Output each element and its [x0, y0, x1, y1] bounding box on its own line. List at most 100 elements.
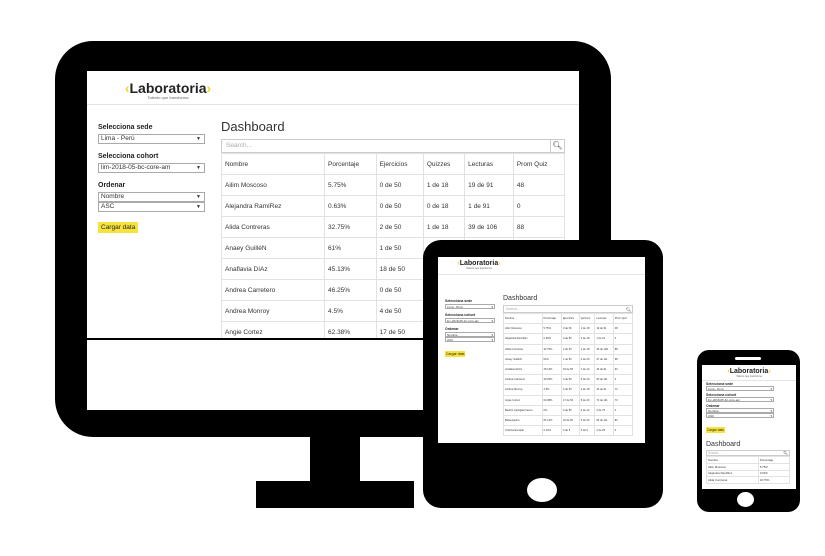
load-data-button[interactable]: Cargar data	[445, 351, 466, 357]
column-header[interactable]: Quizzes	[422, 153, 466, 175]
table-row[interactable]: Ailim Moscoso 5.75% 0 de 50 1 de 18 19 de 91…	[503, 323, 634, 335]
column-header[interactable]: Ejercicios	[375, 153, 424, 175]
table-cell: 0	[512, 195, 566, 217]
search-input[interactable]: Search... 🔍︎	[706, 450, 790, 456]
column-header[interactable]: Lecturas	[464, 153, 514, 175]
chevron-down-icon: ▼	[196, 194, 201, 200]
table-row[interactable]: Ailim Moscoso 5.75%	[706, 462, 791, 471]
table-cell: 1 de 91	[464, 195, 514, 217]
table-row[interactable]: Alida Contreras 32.75%	[706, 476, 791, 485]
table-cell: 45.13%	[541, 363, 562, 376]
search-input[interactable]: Search... 🔍︎	[221, 139, 565, 153]
column-header[interactable]: Porcentaje	[757, 456, 791, 464]
sede-value: Lima - Perú	[101, 135, 135, 142]
cohort-select[interactable]: lim-2018-05-bc-core-am ▾	[445, 318, 495, 323]
table-row[interactable]: Alejandra RamíRez 0.63% 0 de 50 0 de 18 1 de…	[220, 195, 566, 217]
column-header[interactable]: Prom Quiz	[612, 312, 634, 325]
chevron-down-icon: ▾	[491, 333, 493, 337]
column-header[interactable]: Porcentaje	[541, 312, 562, 325]
table-row[interactable]: Alida Contreras 32.75% 2 de 50 1 de 18 39 de…	[220, 216, 566, 238]
table-row[interactable]: Alida Contreras 32.75% 2 de 50 1 de 18 39 de…	[503, 343, 634, 355]
chevron-down-icon: ▾	[491, 305, 493, 309]
table-cell: 18 de 50	[375, 258, 424, 280]
table-row[interactable]: Alejandra RamíRez 0.63%	[706, 469, 791, 478]
load-data-button[interactable]: Cargar data	[706, 427, 725, 433]
load-data-button[interactable]: Cargar data	[98, 222, 139, 233]
search-input[interactable]: Search... 🔍︎	[503, 305, 633, 313]
table-cell: 0 de 50	[375, 174, 424, 196]
sede-select[interactable]: Lima - Perú ▾	[445, 304, 495, 309]
sede-select[interactable]: Lima - Perú ▾	[706, 386, 774, 391]
table-cell: 73	[612, 394, 634, 406]
sidebar: Selecciona sede Lima - Perú ▼ Selecciona …	[98, 124, 205, 234]
order-by-select[interactable]: Nombre ▼	[98, 192, 205, 202]
table-cell: 5.75%	[757, 462, 791, 471]
table-cell: 0 de 50	[560, 374, 580, 386]
table-row[interactable]: Alejandra RamíRez 0.63% 0 de 50 0 de 18 1 de…	[503, 333, 634, 345]
column-header[interactable]: Ejercicios	[560, 312, 580, 325]
search-icon[interactable]: 🔍︎	[783, 451, 788, 455]
order-by-select[interactable]: Nombre ▾	[445, 332, 495, 337]
table-cell: 4.5%	[541, 384, 562, 396]
tablet-home-button	[527, 478, 557, 502]
table-cell: 61%	[541, 353, 562, 365]
table-header-row: Nombre Porcentaje Ejercicios Quizzes Lectura…	[220, 153, 566, 175]
brand-name: Laboratoria	[459, 260, 499, 267]
order-label: Ordenar	[445, 327, 459, 331]
table-row[interactable]: Ailim Moscoso 5.75% 0 de 50 1 de 18 19 de 91…	[220, 174, 566, 196]
table-cell: Anaey GuilléN	[503, 353, 543, 365]
chevron-down-icon: ▼	[196, 204, 201, 210]
cohort-label: Selecciona cohort	[98, 153, 159, 160]
column-header[interactable]: Prom Quiz	[512, 153, 566, 175]
brand-logo[interactable]: ‹Laboratoria› Talento que transforma	[702, 368, 796, 378]
table-cell: 96 de 111	[594, 414, 614, 427]
brand-logo[interactable]: ‹Laboratoria› Talento que transforma	[124, 80, 212, 100]
cohort-select[interactable]: lim-2018-05-bc-core-am ▾	[706, 397, 774, 402]
brand-logo[interactable]: ‹Laboratoria› Talento que transforma	[454, 260, 504, 270]
table-cell: 0.63%	[324, 195, 377, 217]
order-by-select[interactable]: Nombre ▾	[706, 408, 774, 413]
table-cell: 68	[612, 353, 634, 365]
table-cell: 88	[512, 216, 566, 238]
table-cell: 17 de 50	[375, 321, 424, 338]
table-cell: 4 de 50	[375, 300, 424, 322]
sidebar: Selecciona sede Lima - Perú ▾ Selecciona …	[445, 299, 495, 360]
table-cell: 46.25%	[541, 374, 562, 386]
column-header[interactable]: Nombre	[503, 312, 543, 325]
cohort-select[interactable]: lim-2018-05-bc-core-am ▼	[98, 163, 205, 173]
order-direction-select[interactable]: ASC ▾	[706, 413, 774, 418]
order-direction-select[interactable]: ASC ▼	[98, 202, 205, 212]
table-cell: 74	[612, 384, 634, 396]
column-header[interactable]: Lecturas	[594, 312, 614, 325]
table-cell: Ailim Moscoso	[706, 462, 759, 471]
table-cell: 80	[612, 414, 634, 427]
table-header-row: Nombre Porcentaje	[706, 456, 791, 464]
sede-select[interactable]: Lima - Perú ▼	[98, 134, 205, 144]
column-header[interactable]: Quizzes	[578, 312, 596, 325]
column-header[interactable]: Nombre	[706, 456, 759, 464]
table-row[interactable]: Beatriz Castiglia Franco 0% 0 de 50 0 de 12…	[503, 404, 634, 416]
monitor-stand-neck	[310, 437, 360, 481]
table-row[interactable]: Bella Aguirre 81.13% 32 de 50 5 de 20 96 de …	[503, 414, 634, 427]
brand-name: Laboratoria	[729, 368, 769, 375]
column-header[interactable]: Nombre	[220, 153, 326, 175]
table-cell: Alida Contreras	[503, 343, 543, 355]
order-direction-select[interactable]: ASC ▾	[445, 337, 495, 342]
table-cell: 5.75%	[541, 323, 562, 335]
table-header-row: Nombre Porcentaje Ejercicios Quizzes Lectura…	[503, 312, 634, 325]
chevron-down-icon: ▼	[196, 136, 201, 142]
search-icon[interactable]: 🔍︎	[625, 307, 631, 312]
order-direction-value: ASC	[447, 338, 454, 342]
table-cell: 48	[512, 174, 566, 196]
search-icon[interactable]: 🔍︎	[550, 140, 564, 152]
table-cell: 0.63%	[757, 469, 791, 478]
table-cell: 2 de 50	[375, 216, 424, 238]
order-label: Ordenar	[706, 404, 720, 408]
column-header[interactable]: Porcentaje	[324, 153, 377, 175]
